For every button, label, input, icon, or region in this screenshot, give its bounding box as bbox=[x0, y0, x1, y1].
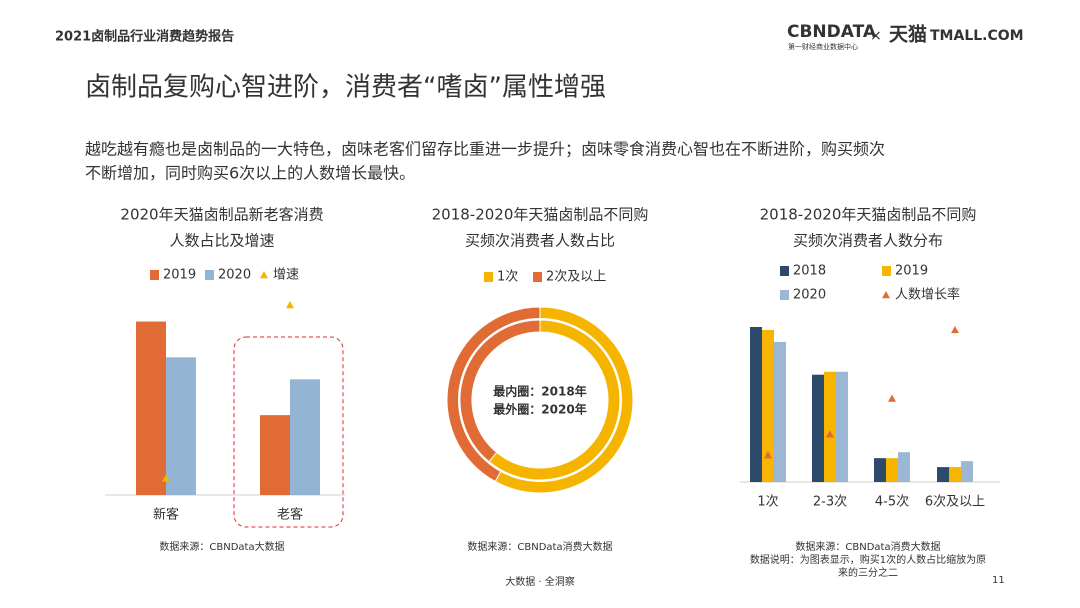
source-note: 数据来源：CBNData消费大数据 bbox=[795, 540, 940, 553]
bar bbox=[824, 371, 836, 482]
description: 越吃越有瘾也是卤制品的一大特色，卤味老客们留存比重进一步提升；卤味零食消费心智也… bbox=[85, 140, 885, 159]
growth-marker bbox=[162, 474, 170, 482]
bar bbox=[949, 467, 961, 482]
source-note: 来的三分之二 bbox=[838, 566, 898, 579]
donut-segment bbox=[446, 306, 541, 483]
bar bbox=[774, 341, 786, 482]
bar bbox=[136, 321, 166, 495]
legend-label: 2次及以上 bbox=[546, 269, 606, 285]
legend-swatch bbox=[533, 272, 542, 282]
legend-label: 人数增长率 bbox=[895, 287, 960, 303]
legend-label: 2020 bbox=[218, 268, 251, 283]
growth-marker bbox=[286, 301, 294, 309]
bar bbox=[961, 461, 973, 482]
source-note: 数据来源：CBNData消费大数据 bbox=[467, 540, 612, 553]
legend-marker bbox=[882, 291, 890, 299]
bar bbox=[836, 371, 848, 482]
logo-times: × bbox=[870, 28, 882, 44]
donut-segment bbox=[459, 319, 541, 463]
slide-title: 卤制品复购心智进阶，消费者“嗜卤”属性增强 bbox=[85, 73, 606, 103]
chart-title: 买频次消费者人数占比 bbox=[465, 232, 615, 250]
legend-marker bbox=[260, 271, 268, 279]
growth-marker bbox=[826, 430, 834, 438]
logo: CBNDATA bbox=[787, 22, 877, 42]
growth-marker bbox=[764, 451, 772, 459]
legend-label: 增速 bbox=[273, 268, 299, 283]
x-tick-label: 1次 bbox=[757, 494, 778, 510]
legend-swatch bbox=[882, 266, 891, 276]
bar bbox=[750, 327, 762, 482]
bar bbox=[290, 379, 320, 495]
legend-label: 1次 bbox=[497, 269, 518, 285]
chart-title: 2018-2020年天猫卤制品不同购 bbox=[432, 206, 649, 224]
bar bbox=[762, 329, 774, 482]
source-note: 数据说明：为图表显示，购买1次的人数占比缩放为原 bbox=[750, 553, 986, 566]
x-tick-label: 6次及以上 bbox=[925, 494, 985, 510]
x-tick-label: 新客 bbox=[153, 507, 179, 523]
bar bbox=[874, 458, 886, 482]
partner-en: TMALL.COM bbox=[930, 28, 1024, 44]
chart-title: 2020年天猫卤制品新老客消费 bbox=[120, 206, 323, 224]
legend-label: 2019 bbox=[895, 264, 928, 279]
chart-title: 人数占比及增速 bbox=[169, 232, 274, 250]
x-tick-label: 老客 bbox=[277, 507, 303, 523]
bar bbox=[812, 374, 824, 482]
description: 不断增加，同时购买6次以上的人数增长最快。 bbox=[85, 164, 415, 183]
legend-swatch bbox=[150, 270, 159, 280]
legend-label: 2020 bbox=[793, 288, 826, 303]
bar bbox=[886, 458, 898, 482]
footer-slogan: 大数据 · 全洞察 bbox=[505, 575, 575, 588]
bar bbox=[166, 357, 196, 495]
x-tick-label: 2-3次 bbox=[813, 494, 847, 510]
chart-title: 买频次消费者人数分布 bbox=[793, 232, 943, 250]
bar bbox=[260, 415, 290, 495]
chart-title: 2018-2020年天猫卤制品不同购 bbox=[760, 206, 977, 224]
legend-swatch bbox=[484, 272, 493, 282]
legend-label: 2019 bbox=[163, 268, 196, 283]
ring-note: 最外圈：2020年 bbox=[493, 402, 586, 417]
partner: 天猫 bbox=[889, 23, 927, 46]
ring-note: 最内圈：2018年 bbox=[493, 384, 586, 399]
page-number: 11 bbox=[992, 575, 1005, 586]
source-note: 数据来源：CBNData大数据 bbox=[159, 540, 284, 553]
bar bbox=[937, 467, 949, 482]
highlight-box bbox=[233, 336, 344, 528]
x-tick-label: 4-5次 bbox=[875, 494, 909, 510]
growth-marker bbox=[951, 325, 959, 334]
legend-swatch bbox=[780, 266, 789, 276]
legend-label: 2018 bbox=[793, 264, 826, 279]
legend-swatch bbox=[205, 270, 214, 280]
report-name: 2021卤制品行业消费趋势报告 bbox=[55, 29, 234, 45]
bar bbox=[898, 452, 910, 482]
legend-swatch bbox=[780, 290, 789, 300]
growth-marker bbox=[888, 394, 896, 402]
logo-sub: 第一财经商业数据中心 bbox=[788, 42, 858, 51]
